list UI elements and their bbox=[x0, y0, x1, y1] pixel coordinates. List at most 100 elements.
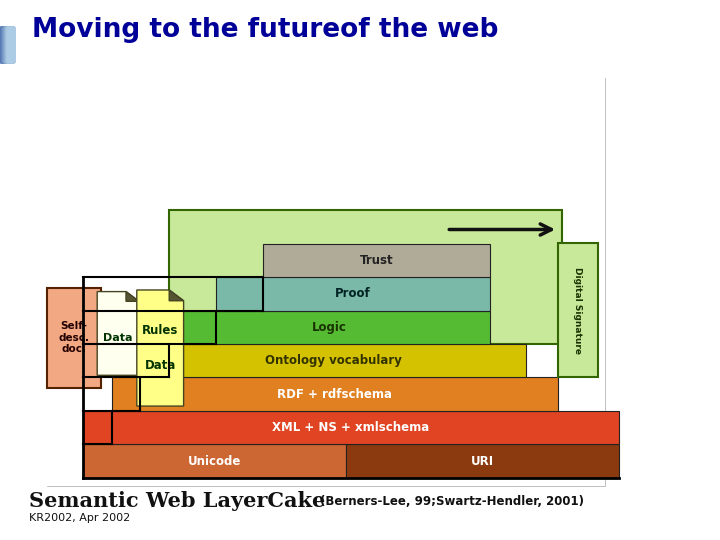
Bar bbox=[6, 27, 13, 62]
Bar bbox=[4, 27, 12, 62]
Bar bbox=[7, 27, 14, 62]
Bar bbox=[0, 27, 7, 62]
Bar bbox=[0, 27, 7, 62]
Bar bbox=[1, 27, 8, 62]
Bar bbox=[4, 27, 12, 62]
Bar bbox=[169, 310, 490, 344]
Bar bbox=[7, 27, 14, 62]
Bar bbox=[1, 27, 9, 62]
Bar bbox=[2, 27, 9, 62]
Bar bbox=[83, 444, 346, 478]
Bar bbox=[6, 27, 14, 62]
Text: Trust: Trust bbox=[359, 254, 393, 267]
Bar bbox=[6, 27, 14, 62]
Text: KR2002, Apr 2002: KR2002, Apr 2002 bbox=[29, 514, 130, 523]
Bar bbox=[3, 27, 10, 62]
Text: Self-
desc.
doc.: Self- desc. doc. bbox=[58, 321, 89, 354]
Text: Logic: Logic bbox=[312, 321, 347, 334]
Bar bbox=[3, 27, 10, 62]
Bar bbox=[5, 27, 12, 62]
Text: Unicode: Unicode bbox=[187, 455, 241, 468]
Bar bbox=[4, 27, 12, 62]
Bar bbox=[3, 27, 10, 62]
Text: Moving to the futureof the web: Moving to the futureof the web bbox=[32, 17, 499, 43]
Text: Digital Signature: Digital Signature bbox=[573, 267, 582, 354]
Bar bbox=[4, 27, 11, 62]
Bar bbox=[47, 288, 101, 388]
Bar bbox=[4, 27, 12, 62]
Bar bbox=[4, 27, 11, 62]
Bar bbox=[5, 27, 12, 62]
Bar bbox=[3, 27, 10, 62]
Bar bbox=[1, 27, 8, 62]
Bar bbox=[1, 27, 9, 62]
Bar bbox=[1, 27, 9, 62]
Bar bbox=[6, 27, 14, 62]
Bar bbox=[47, 78, 605, 486]
Polygon shape bbox=[126, 292, 139, 301]
Bar bbox=[4, 27, 11, 62]
Bar bbox=[5, 27, 12, 62]
Bar bbox=[1, 27, 9, 62]
Bar bbox=[3, 27, 10, 62]
Bar bbox=[1, 27, 9, 62]
Bar bbox=[7, 27, 14, 62]
Bar bbox=[2, 27, 9, 62]
Bar bbox=[2, 27, 9, 62]
Bar bbox=[4, 27, 12, 62]
Text: Semantic Web LayerCake: Semantic Web LayerCake bbox=[29, 491, 325, 511]
Bar bbox=[6, 27, 13, 62]
Bar bbox=[1, 27, 9, 62]
Bar bbox=[4, 27, 11, 62]
Bar bbox=[47, 78, 605, 486]
Bar bbox=[4, 27, 11, 62]
Bar bbox=[6, 27, 13, 62]
Text: Rules: Rules bbox=[142, 324, 179, 337]
Bar bbox=[1, 27, 9, 62]
Bar bbox=[4, 27, 12, 62]
Polygon shape bbox=[97, 292, 139, 375]
Bar bbox=[2, 27, 9, 62]
Bar bbox=[4, 27, 11, 62]
Bar bbox=[4, 27, 12, 62]
Bar bbox=[0, 27, 7, 62]
Text: (Berners-Lee, 99;Swartz-Hendler, 2001): (Berners-Lee, 99;Swartz-Hendler, 2001) bbox=[320, 495, 585, 508]
Bar bbox=[2, 27, 9, 62]
Bar bbox=[6, 27, 14, 62]
Bar bbox=[5, 27, 12, 62]
Bar bbox=[6, 27, 13, 62]
Bar bbox=[47, 78, 605, 486]
Bar bbox=[2, 27, 9, 62]
Bar bbox=[6, 27, 14, 62]
Bar bbox=[263, 244, 490, 277]
Bar bbox=[1, 27, 9, 62]
Bar bbox=[4, 27, 11, 62]
Bar bbox=[1, 27, 9, 62]
Bar bbox=[4, 27, 12, 62]
Bar bbox=[558, 243, 598, 377]
Bar bbox=[216, 277, 490, 310]
Bar bbox=[1, 27, 8, 62]
Bar bbox=[5, 27, 12, 62]
Text: Proof: Proof bbox=[335, 287, 371, 300]
Bar bbox=[0, 27, 7, 62]
Text: Ontology vocabulary: Ontology vocabulary bbox=[264, 354, 402, 367]
Bar bbox=[2, 27, 9, 62]
Bar bbox=[6, 27, 13, 62]
Bar bbox=[1, 27, 8, 62]
Text: URI: URI bbox=[471, 455, 494, 468]
Bar bbox=[6, 27, 13, 62]
Text: XML + NS + xmlschema: XML + NS + xmlschema bbox=[272, 421, 430, 434]
Bar bbox=[112, 377, 558, 411]
Bar bbox=[1, 27, 8, 62]
Bar bbox=[140, 344, 526, 377]
Bar bbox=[1, 27, 9, 62]
Bar bbox=[169, 210, 562, 344]
Bar bbox=[1, 27, 8, 62]
Bar bbox=[4, 27, 11, 62]
Text: RDF + rdfschema: RDF + rdfschema bbox=[277, 388, 392, 401]
Bar bbox=[6, 27, 14, 62]
Bar bbox=[5, 27, 12, 62]
Bar bbox=[5, 27, 12, 62]
Bar bbox=[1, 27, 9, 62]
